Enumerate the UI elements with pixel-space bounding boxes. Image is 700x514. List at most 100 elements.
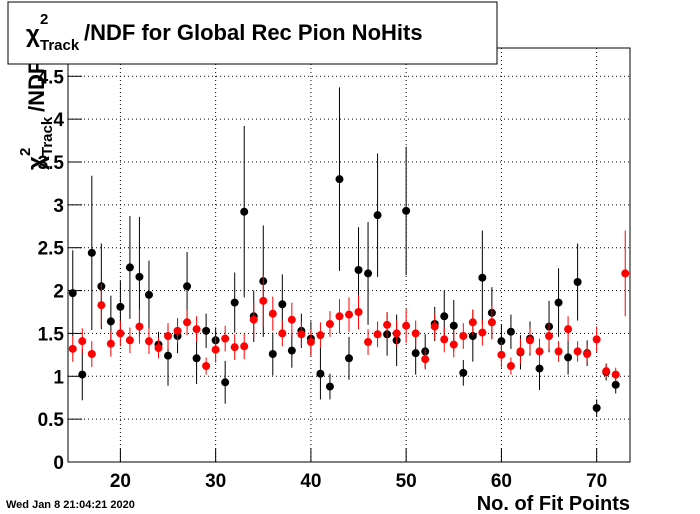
- data-point: [478, 328, 487, 337]
- data-point: [468, 318, 477, 327]
- data-point: [240, 207, 249, 216]
- y-tick-label: 0: [53, 453, 64, 474]
- data-point: [506, 327, 515, 336]
- data-point: [602, 367, 611, 376]
- y-label-symbol: χ: [23, 156, 50, 170]
- data-point: [106, 339, 115, 348]
- data-point: [592, 404, 601, 412]
- data-point: [78, 370, 87, 379]
- title-symbol: χ: [26, 21, 40, 48]
- data-point: [516, 347, 525, 356]
- y-tick-label: 1.5: [38, 324, 65, 345]
- data-point: [564, 353, 573, 362]
- data-point: [449, 340, 458, 349]
- data-point: [154, 344, 163, 352]
- y-tick-label: 3.5: [38, 153, 65, 174]
- data-point: [202, 362, 211, 370]
- data-point: [192, 325, 201, 334]
- data-point: [278, 300, 287, 309]
- data-point: [564, 325, 573, 334]
- data-point: [202, 326, 211, 335]
- data-point: [106, 317, 115, 326]
- data-point: [468, 332, 477, 340]
- data-point: [306, 338, 315, 346]
- data-point: [335, 312, 344, 321]
- y-label-rest: /NDF: [24, 61, 49, 112]
- data-point: [592, 335, 601, 344]
- data-point: [545, 332, 554, 340]
- data-point: [87, 350, 96, 358]
- data-point: [325, 320, 334, 328]
- data-point: [287, 346, 296, 355]
- data-point: [125, 336, 134, 345]
- data-point: [621, 269, 630, 278]
- y-tick-label: 2.5: [38, 239, 65, 260]
- data-point: [68, 289, 77, 298]
- data-point: [430, 322, 439, 331]
- data-point: [221, 334, 230, 343]
- y-axis-label: χ 2 Track /NDF: [17, 61, 56, 170]
- data-point: [164, 351, 173, 360]
- data-point: [116, 302, 125, 311]
- data-point: [316, 331, 325, 340]
- data-point: [240, 342, 249, 351]
- data-point: [459, 368, 468, 377]
- date-stamp: Wed Jan 8 21:04:21 2020: [6, 499, 135, 511]
- y-label-sub: Track: [39, 116, 56, 156]
- data-point: [268, 350, 277, 358]
- data-point: [402, 321, 411, 330]
- plot-frame: [68, 48, 630, 462]
- data-point: [164, 332, 173, 340]
- data-point: [68, 344, 77, 353]
- data-point: [583, 350, 592, 358]
- data-point: [364, 269, 373, 278]
- data-point: [373, 211, 382, 220]
- x-tick-label: 50: [396, 471, 417, 492]
- y-tick-label: 3: [53, 196, 64, 217]
- title-rest: /NDF for Global Rec Pion NoHits: [84, 20, 423, 45]
- data-point: [221, 378, 230, 387]
- data-point: [487, 318, 496, 327]
- data-point: [345, 354, 353, 363]
- data-point: [278, 329, 287, 338]
- y-label-sup: 2: [17, 148, 34, 156]
- data-point: [364, 338, 373, 346]
- y-tick-label: 4: [53, 110, 64, 131]
- data-point: [335, 175, 344, 184]
- x-tick-label: 60: [491, 471, 512, 492]
- x-axis-label: No. of Fit Points: [477, 493, 630, 514]
- data-point: [421, 355, 430, 364]
- data-point: [97, 301, 106, 310]
- data-point: [611, 380, 620, 389]
- data-point: [392, 329, 401, 338]
- data-point: [611, 370, 620, 379]
- x-tick-label: 30: [205, 471, 226, 492]
- data-point: [230, 298, 239, 307]
- y-tick-label: 0.5: [38, 410, 65, 431]
- data-point: [135, 322, 144, 331]
- x-tick-label: 70: [586, 471, 607, 492]
- data-point: [535, 364, 544, 373]
- x-tick-label: 40: [300, 471, 321, 492]
- data-point: [411, 329, 420, 338]
- data-point: [440, 312, 449, 321]
- y-tick-label: 1: [53, 367, 64, 388]
- data-point: [573, 347, 582, 356]
- data-point: [135, 272, 144, 281]
- y-tick-label: 2: [53, 282, 64, 303]
- data-point: [497, 350, 506, 359]
- plot-area: 0 0.5 1 1.5 2 2.5 3 3.5 4 4.5 20 30 40 50 60 70: [38, 47, 631, 492]
- data-point: [192, 354, 201, 363]
- data-point: [249, 315, 258, 324]
- data-point: [144, 337, 153, 346]
- data-point: [116, 329, 125, 338]
- data-point: [573, 278, 582, 286]
- data-point: [554, 298, 563, 307]
- data-point: [506, 362, 515, 370]
- data-point: [211, 345, 220, 354]
- data-point: [230, 343, 239, 352]
- data-point: [497, 337, 506, 346]
- data-point: [440, 335, 449, 344]
- data-point: [535, 347, 544, 356]
- data-point: [287, 315, 296, 324]
